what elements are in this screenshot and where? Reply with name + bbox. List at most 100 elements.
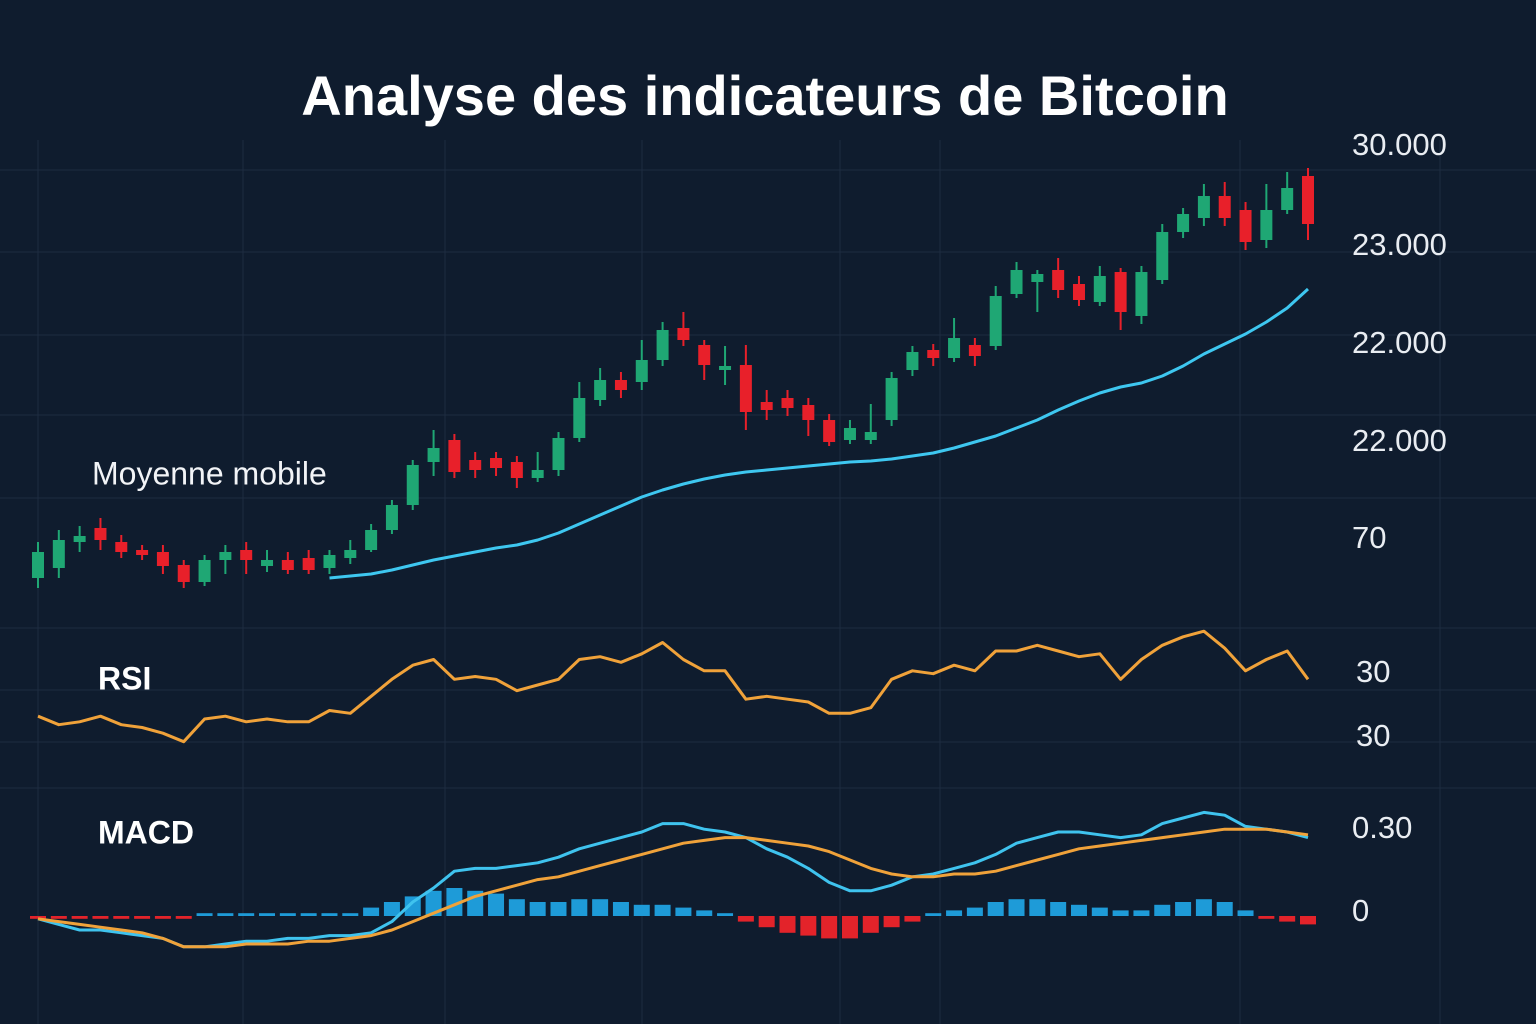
bar — [238, 913, 255, 916]
candle-body — [1218, 196, 1231, 218]
candle-body — [1281, 188, 1294, 210]
candle-body — [781, 398, 794, 408]
bar — [1091, 907, 1108, 916]
chart-title: Analyse des indicateurs de Bitcoin — [301, 64, 1228, 127]
line — [37, 827, 1309, 949]
bar — [488, 893, 505, 916]
candle-body — [1302, 176, 1314, 224]
bar — [113, 916, 130, 919]
candle-body — [344, 550, 357, 558]
candle-body — [156, 552, 169, 566]
candle-body — [1156, 232, 1169, 280]
bar — [592, 899, 609, 916]
candle-body — [448, 440, 461, 472]
candle-body — [177, 565, 190, 582]
candle-body — [635, 360, 648, 382]
bar — [1008, 899, 1025, 916]
candle-body — [698, 345, 711, 365]
bar — [529, 902, 546, 916]
panel-title: RSI — [98, 660, 151, 696]
bar — [821, 916, 838, 939]
candle-body — [719, 366, 732, 370]
candle-body — [115, 542, 128, 552]
candle-body — [677, 328, 690, 340]
bar — [1050, 902, 1067, 916]
bar — [154, 916, 171, 919]
candle-body — [469, 460, 482, 470]
candle-body — [1260, 210, 1273, 240]
candle-body — [1177, 214, 1190, 232]
axis-label: 22.000 — [1352, 423, 1447, 458]
bar — [50, 916, 67, 919]
candle-body — [510, 462, 523, 478]
bar — [1300, 916, 1316, 925]
panel-title: MACD — [98, 814, 194, 850]
candle-body — [594, 380, 607, 400]
bar — [342, 913, 359, 916]
candle-body — [1031, 274, 1044, 282]
bar — [800, 916, 817, 936]
bar — [737, 916, 754, 922]
candle-body — [739, 365, 752, 412]
candle-body — [1010, 270, 1023, 294]
candle-body — [406, 465, 419, 505]
bar — [841, 916, 858, 939]
candle-body — [656, 330, 669, 360]
bar — [612, 902, 629, 916]
candle-body — [1239, 210, 1252, 242]
candle-body — [760, 402, 773, 410]
axis-label: 30.000 — [1352, 127, 1447, 162]
candle-body — [52, 540, 65, 568]
bar — [654, 904, 671, 916]
bar — [30, 916, 46, 919]
bar — [259, 913, 276, 916]
bar — [862, 916, 879, 933]
axis-label: 0.30 — [1352, 810, 1412, 845]
candle-body — [73, 536, 86, 542]
bar — [1029, 899, 1046, 916]
bar — [1070, 904, 1087, 916]
bar — [550, 902, 567, 916]
bar — [925, 913, 942, 916]
bar — [279, 913, 296, 916]
bar — [717, 913, 734, 916]
bar — [175, 916, 192, 919]
bar — [134, 916, 151, 919]
line — [329, 287, 1310, 580]
candle-body — [531, 470, 544, 478]
bar — [696, 910, 713, 916]
bar — [1154, 904, 1171, 916]
bar — [946, 910, 963, 916]
line — [37, 629, 1310, 744]
candle-body — [94, 528, 107, 540]
candle-body — [490, 458, 503, 468]
candle-body — [1114, 272, 1127, 312]
candle-body — [864, 432, 877, 440]
candle-body — [885, 378, 898, 420]
bar — [217, 913, 234, 916]
candle-body — [1093, 276, 1106, 302]
candle-body — [968, 345, 981, 356]
bar — [883, 916, 900, 928]
bar — [904, 916, 921, 922]
bar — [425, 890, 442, 916]
candle-body — [198, 560, 211, 582]
candle-body — [281, 560, 294, 570]
axis-label: 30 — [1356, 718, 1390, 753]
bar — [1258, 916, 1275, 919]
bar — [1195, 899, 1212, 916]
grid — [0, 140, 1536, 1024]
bar — [300, 913, 317, 916]
bar — [779, 916, 796, 933]
candle-body — [1072, 284, 1085, 300]
candle-body — [32, 552, 44, 578]
bar — [1133, 910, 1150, 916]
bar — [966, 907, 983, 916]
bar — [92, 916, 109, 919]
bar — [1216, 902, 1233, 916]
bar — [758, 916, 775, 928]
candle-body — [1135, 272, 1148, 316]
axis-label: 70 — [1352, 520, 1386, 555]
